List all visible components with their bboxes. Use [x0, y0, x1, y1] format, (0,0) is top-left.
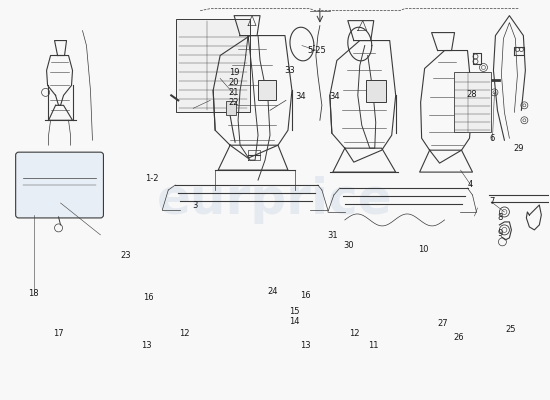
- Text: 28: 28: [466, 90, 477, 99]
- FancyBboxPatch shape: [176, 19, 250, 112]
- Text: 18: 18: [28, 289, 39, 298]
- Text: 34: 34: [329, 92, 339, 101]
- Text: 31: 31: [327, 231, 338, 240]
- Text: 17: 17: [53, 329, 64, 338]
- Text: 13: 13: [141, 341, 151, 350]
- Text: 12: 12: [349, 329, 360, 338]
- Text: 12: 12: [179, 329, 190, 338]
- Text: 27: 27: [437, 319, 448, 328]
- Text: 15: 15: [289, 307, 299, 316]
- Text: 13: 13: [300, 341, 311, 350]
- Bar: [366, 80, 386, 102]
- Text: 5-25: 5-25: [308, 46, 327, 55]
- Text: 26: 26: [453, 333, 464, 342]
- Text: 20: 20: [229, 78, 239, 87]
- Text: 6: 6: [489, 134, 494, 143]
- Text: 3: 3: [192, 202, 198, 210]
- Text: 22: 22: [229, 98, 239, 107]
- Text: 34: 34: [295, 92, 306, 101]
- Bar: [258, 80, 276, 100]
- Text: 9: 9: [497, 229, 503, 238]
- Text: 4: 4: [467, 180, 472, 188]
- Text: 29: 29: [514, 144, 524, 153]
- Text: 14: 14: [289, 317, 299, 326]
- Text: 33: 33: [284, 66, 295, 75]
- Text: 21: 21: [229, 88, 239, 97]
- Text: eurprice: eurprice: [157, 176, 393, 224]
- Text: 23: 23: [120, 251, 131, 260]
- Text: 19: 19: [229, 68, 239, 77]
- Text: 25: 25: [505, 325, 516, 334]
- FancyBboxPatch shape: [15, 152, 103, 218]
- Text: 1-2: 1-2: [145, 174, 158, 182]
- Text: 8: 8: [497, 214, 503, 222]
- Text: 30: 30: [344, 241, 354, 250]
- Bar: [454, 72, 492, 132]
- Text: 10: 10: [418, 245, 428, 254]
- Text: 16: 16: [144, 293, 154, 302]
- Bar: [226, 101, 236, 115]
- Text: 7: 7: [489, 198, 494, 206]
- Text: 11: 11: [368, 341, 379, 350]
- Text: 16: 16: [300, 291, 311, 300]
- Text: 24: 24: [267, 287, 278, 296]
